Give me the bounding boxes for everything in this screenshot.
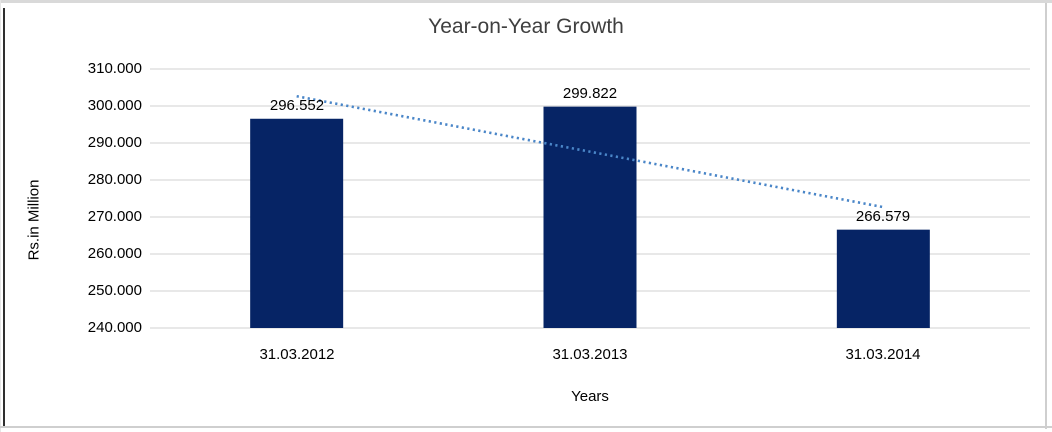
y-tick-label: 300.000 bbox=[87, 97, 142, 114]
x-category-label: 31.03.2012 bbox=[259, 346, 335, 363]
y-tick-label: 270.000 bbox=[87, 208, 142, 225]
bottom-edge-border bbox=[0, 426, 1052, 428]
left-dark-cell-border bbox=[3, 8, 5, 426]
bar-data-label: 299.822 bbox=[562, 84, 618, 102]
top-edge-border bbox=[0, 0, 1052, 3]
y-tick-label: 240.000 bbox=[87, 319, 142, 336]
linear-trendline bbox=[296, 94, 884, 209]
x-category-label: 31.03.2014 bbox=[845, 346, 921, 363]
bar-31.03.2014 bbox=[836, 229, 930, 328]
bar-31.03.2012 bbox=[250, 118, 344, 328]
left-edge-border bbox=[0, 0, 1, 432]
bar-31.03.2013 bbox=[543, 106, 637, 328]
y-tick-label: 260.000 bbox=[87, 245, 142, 262]
right-edge-border bbox=[1045, 3, 1047, 429]
y-tick-label: 310.000 bbox=[87, 60, 142, 77]
x-category-label: 31.03.2013 bbox=[552, 346, 628, 363]
y-tick-label: 290.000 bbox=[87, 134, 142, 151]
y-tick-label: 280.000 bbox=[87, 171, 142, 188]
x-axis-title: Years bbox=[571, 388, 609, 405]
bar-data-label: 266.579 bbox=[855, 207, 911, 225]
y-tick-label: 250.000 bbox=[87, 282, 142, 299]
chart-title: Year-on-Year Growth bbox=[428, 15, 624, 38]
bar-data-label: 296.552 bbox=[269, 96, 325, 114]
